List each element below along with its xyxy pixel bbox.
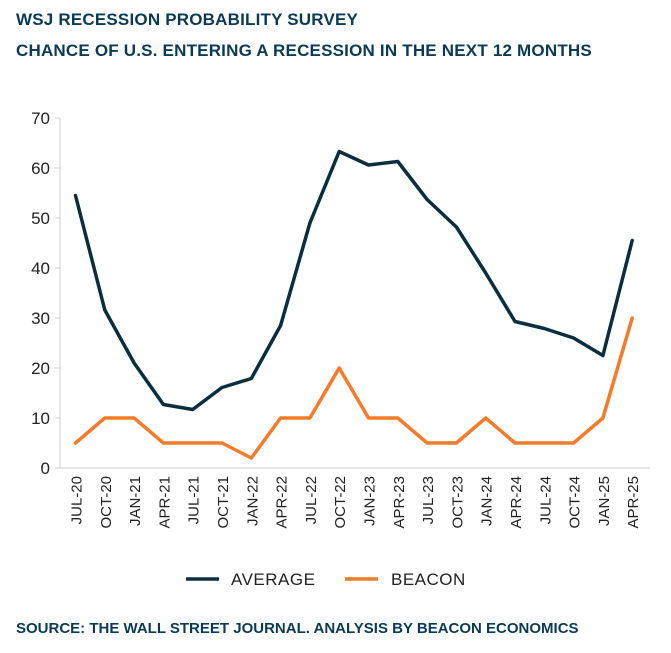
- x-tick-label: JUL-21: [186, 476, 203, 524]
- x-tick-label: APR-23: [391, 476, 408, 529]
- chart-title: WSJ RECESSION PROBABILITY SURVEY: [16, 10, 359, 29]
- x-tick-label: APR-24: [508, 476, 525, 529]
- series-layer: [73, 149, 634, 460]
- series-line-beacon: [73, 316, 634, 460]
- source-note: SOURCE: THE WALL STREET JOURNAL. ANALYSI…: [16, 620, 579, 637]
- x-tick-label: OCT-24: [567, 476, 584, 529]
- y-tick-label: 50: [31, 209, 50, 228]
- x-axis: JUL-20 OCT-20 JAN-21 APR-21 JUL-21 OCT-21 JAN-…: [60, 467, 650, 529]
- x-tick-label: OCT-23: [449, 476, 466, 529]
- x-tick-label: APR-21: [156, 476, 173, 529]
- x-tick-label: JAN-25: [596, 476, 613, 526]
- y-tick-label: 40: [31, 259, 50, 278]
- x-tick-label: JAN-21: [127, 476, 144, 526]
- x-tick-label: OCT-20: [98, 476, 115, 529]
- legend: AVERAGE BEACON: [186, 570, 466, 589]
- legend-label-beacon: BEACON: [391, 570, 466, 589]
- x-tick-label: JUL-23: [420, 476, 437, 524]
- x-tick-label: JAN-23: [362, 476, 379, 526]
- x-tick-label: JUL-24: [537, 476, 554, 524]
- legend-label-average: AVERAGE: [231, 570, 315, 589]
- x-tick-label: OCT-21: [215, 476, 232, 529]
- y-tick-label: 60: [31, 159, 50, 178]
- y-tick-label: 20: [31, 359, 50, 378]
- x-tick-label: OCT-22: [332, 476, 349, 529]
- y-tick-label: 0: [41, 459, 50, 478]
- x-tick-label: JUL-22: [303, 476, 320, 524]
- x-tick-label: JAN-24: [479, 476, 496, 526]
- x-tick-label: JUL-20: [69, 476, 86, 524]
- line-chart: 0 10 20 30 40 50 60 70 JUL-20 OCT-20 JAN-21 APR-21…: [31, 109, 650, 589]
- y-tick-label: 10: [31, 409, 50, 428]
- x-tick-label: APR-25: [625, 476, 642, 529]
- x-tick-label: APR-22: [274, 476, 291, 529]
- series-line-average: [73, 149, 634, 412]
- chart-subtitle: CHANCE OF U.S. ENTERING A RECESSION IN T…: [16, 41, 592, 60]
- y-tick-label: 70: [31, 109, 50, 128]
- y-tick-label: 30: [31, 309, 50, 328]
- x-tick-label: JAN-22: [244, 476, 261, 526]
- y-axis: 0 10 20 30 40 50 60 70: [31, 109, 61, 478]
